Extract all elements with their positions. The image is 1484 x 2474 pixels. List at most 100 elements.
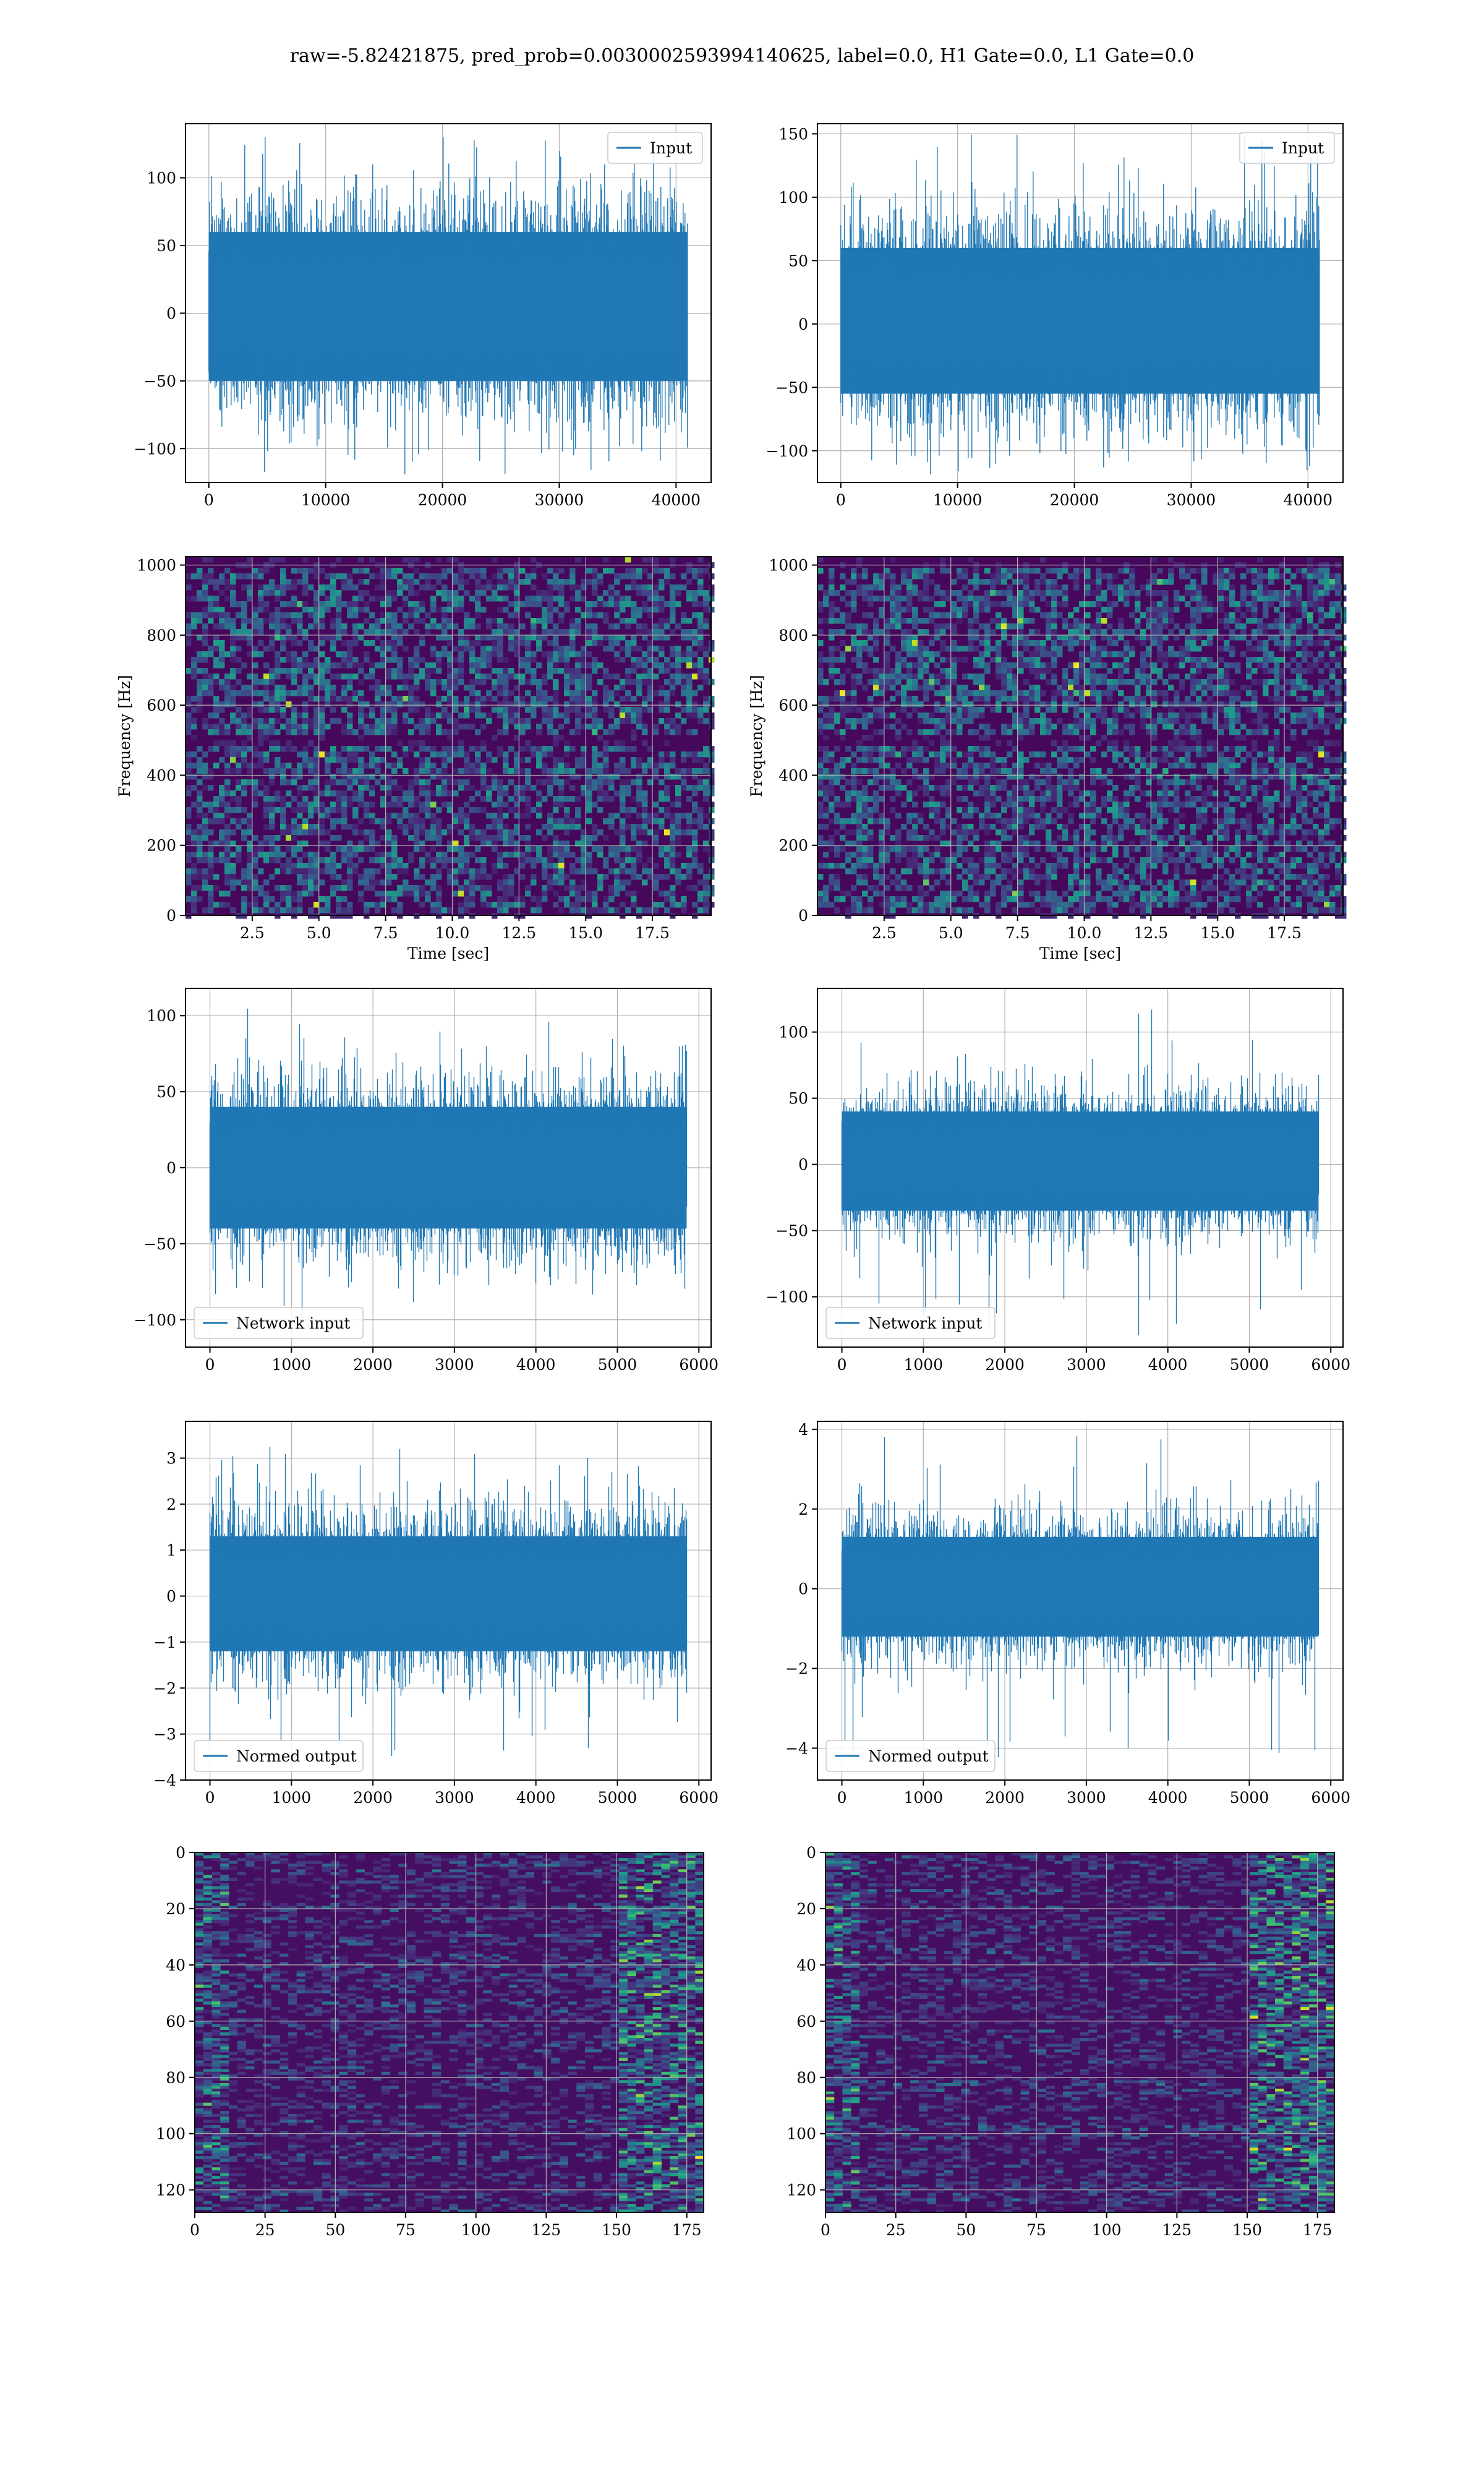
spectrogram-cell [1018,657,1024,663]
spectrogram-cell [1051,701,1057,708]
spectrogram-cell [856,646,863,652]
spectrogram-cell [453,679,459,685]
spectrogram-cell [564,662,570,669]
spectrogram-cell [1001,573,1007,580]
spectrogram-cell [603,751,609,758]
spectrogram-cell [934,701,940,708]
spectrogram-cell [564,902,570,908]
spectrogram-cell [659,607,665,613]
spectrogram-cell [1096,573,1102,580]
spectrogram-cell [391,768,398,774]
spectrogram-cell [564,751,570,758]
spectrogram-cell [890,612,896,618]
spectrogram-cell [664,857,670,863]
spectrogram-cell [912,607,918,613]
spectrogram-cell [1046,618,1052,624]
spectrogram-cell [670,813,676,819]
spectrogram-cell [386,880,392,886]
spectrogram-cell [1307,651,1313,657]
spectrogram-cell [1112,640,1119,646]
y-tick-label: 0 [166,907,176,925]
spectrogram-cell [625,707,631,713]
spectrogram-cell [1157,690,1163,696]
spectrogram-cell [475,885,481,891]
spectrogram-cell [681,679,687,685]
spectrogram-cell [957,685,963,691]
spectrogram-cell [575,651,581,657]
spectrogram-cell [313,757,320,763]
spectrogram-cell [191,874,197,880]
spectrogram-cell [906,573,913,580]
spectrogram-cell [686,618,693,624]
spectrogram-cell [352,612,359,618]
spectrogram-cell [408,818,414,824]
spectrogram-cell [453,824,459,830]
spectrogram-cell [291,668,297,674]
spectrogram-cell [586,768,592,774]
spectrogram-cell [1162,607,1169,613]
spectrogram-cell [364,885,370,891]
spectrogram-cell [547,668,553,674]
spectrogram-cell [230,584,236,591]
spectrogram-cell [286,891,292,897]
spectrogram-cell [1207,640,1213,646]
spectrogram-cell [197,573,203,580]
spectrogram-cell [414,740,420,747]
spectrogram-cell [230,829,236,836]
spectrogram-cell [280,813,286,819]
spectrogram-cell [186,868,192,875]
spectrogram-cell [1162,679,1169,685]
spectrogram-cell [208,857,214,863]
spectrogram-cell [208,646,214,652]
spectrogram-cell [1290,623,1297,630]
spectrogram-cell [186,852,192,858]
spectrogram-cell [692,835,698,841]
spectrogram-cell [547,857,553,863]
spectrogram-cell [386,802,392,808]
spectrogram-cell [829,607,835,613]
spectrogram-cell [497,818,503,824]
spectrogram-cell [352,863,359,869]
spectrogram-cell [319,696,325,702]
spectrogram-cell [375,907,381,914]
spectrogram-cell [286,612,292,618]
spectrogram-cell [391,568,398,574]
spectrogram-cell [1096,612,1102,618]
spectrogram-cell [358,735,364,741]
spectrogram-cell [834,696,840,702]
spectrogram-cell [1257,568,1263,574]
spectrogram-cell [386,674,392,680]
spectrogram-cell [558,874,565,880]
spectrogram-cell [1263,690,1269,696]
spectrogram-cell [297,846,303,852]
spectrogram-cell [458,679,464,685]
spectrogram-cell [297,874,303,880]
spectrogram-cell [247,885,253,891]
spectrogram-cell [308,740,314,747]
spectrogram-cell [252,573,258,580]
spectrogram-cell [536,846,542,852]
spectrogram-cell [258,724,264,730]
spectrogram-cell [341,768,348,774]
spectrogram-cell [269,774,275,780]
spectrogram-cell [586,891,592,897]
spectrogram-cell [1046,623,1052,630]
spectrogram-cell [269,746,275,752]
spectrogram-cell [542,623,548,630]
spectrogram-cell [1296,584,1302,591]
spectrogram-cell [608,707,615,713]
spectrogram-cell [375,718,381,724]
spectrogram-cell [252,852,258,858]
spectrogram-cell [1324,579,1330,585]
spectrogram-cell [280,707,286,713]
spectrogram-cell [608,852,615,858]
spectrogram-cell [1296,674,1302,680]
spectrogram-cell [675,802,681,808]
spectrogram-cell [464,885,470,891]
spectrogram-cell [553,713,559,719]
spectrogram-cell [1040,579,1046,585]
spectrogram-cell [631,868,637,875]
spectrogram-cell [536,729,542,735]
spectrogram-cell [703,679,709,685]
spectrogram-cell [1224,640,1230,646]
